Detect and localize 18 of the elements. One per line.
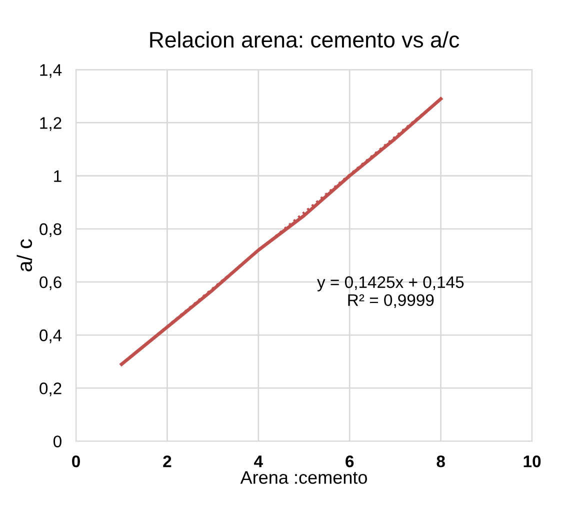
y-tick-label: 0 (54, 436, 62, 448)
y-tick-label: 0,4 (40, 329, 62, 344)
y-tick-label: 0,6 (40, 276, 62, 290)
x-tick-label: 6 (346, 456, 354, 468)
y-tick-label: 1,2 (40, 117, 62, 131)
annotation: y = 0,1425x + 0,145 R² = 0,9999 (317, 276, 464, 308)
x-tick-label: 4 (254, 456, 263, 468)
y-tick-label: 1,4 (40, 64, 62, 78)
y-tick-label: 0,8 (40, 223, 62, 238)
x-tick-label: 0 (72, 456, 80, 468)
chart-title: Relacion arena: cemento vs a/c (150, 31, 460, 48)
x-tick-label: 10 (524, 456, 541, 468)
x-tick-label: 8 (436, 456, 445, 468)
x-axis-title: Arena :cemento (240, 471, 367, 484)
y-tick-label: 1 (54, 170, 62, 182)
y-axis-title: a/ c (16, 239, 32, 272)
y-tick-label: 0,2 (40, 382, 62, 396)
x-tick-label: 2 (163, 456, 172, 468)
